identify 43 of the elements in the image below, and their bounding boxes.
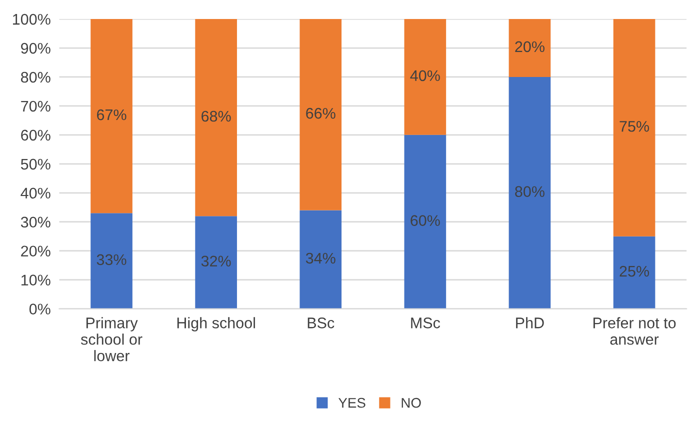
legend-label: NO [402, 398, 421, 408]
legend-label: YES [338, 398, 366, 408]
bar [613, 236, 656, 309]
y-tick-label: 20% [21, 246, 50, 257]
x-tick-label: PhD [516, 317, 544, 328]
x-tick-label: Prefer not to answer [593, 317, 676, 345]
y-tick-label: 70% [21, 100, 50, 112]
y-tick-label: 40% [20, 188, 50, 199]
x-tick-label: High school [177, 317, 255, 332]
bar [90, 213, 132, 309]
y-tick-label: 10% [22, 274, 50, 286]
data-label: 25% [620, 266, 650, 277]
data-label: 60% [410, 215, 440, 226]
bar [195, 216, 237, 309]
bar [195, 19, 237, 216]
bar [90, 19, 132, 214]
x-tick-label: Primary school or lower [80, 317, 142, 362]
data-label: 40% [410, 70, 440, 82]
y-tick-label: 80% [21, 72, 50, 83]
y-tick-label: 30% [20, 216, 50, 228]
data-label: 80% [515, 186, 544, 197]
y-tick-label: 60% [21, 130, 50, 141]
data-label: 66% [306, 108, 336, 119]
bar [508, 76, 551, 309]
y-tick-label: 100% [13, 14, 50, 25]
x-tick-label: BSc [308, 318, 334, 328]
data-label: 34% [306, 252, 336, 264]
data-label: 32% [201, 256, 231, 267]
data-label: 68% [202, 110, 231, 122]
bar [404, 19, 446, 135]
data-label: 75% [620, 121, 650, 132]
bar [300, 19, 342, 210]
bar [300, 210, 342, 309]
bar [404, 134, 446, 309]
bar [508, 19, 551, 77]
data-label: 20% [515, 41, 544, 52]
data-label: 33% [96, 254, 126, 266]
data-label: 67% [97, 109, 126, 120]
bar [613, 19, 656, 236]
x-tick-label: MSc [411, 318, 440, 328]
y-tick-label: 90% [21, 42, 50, 54]
y-tick-label: 0% [29, 304, 50, 314]
y-tick-label: 50% [20, 158, 50, 170]
